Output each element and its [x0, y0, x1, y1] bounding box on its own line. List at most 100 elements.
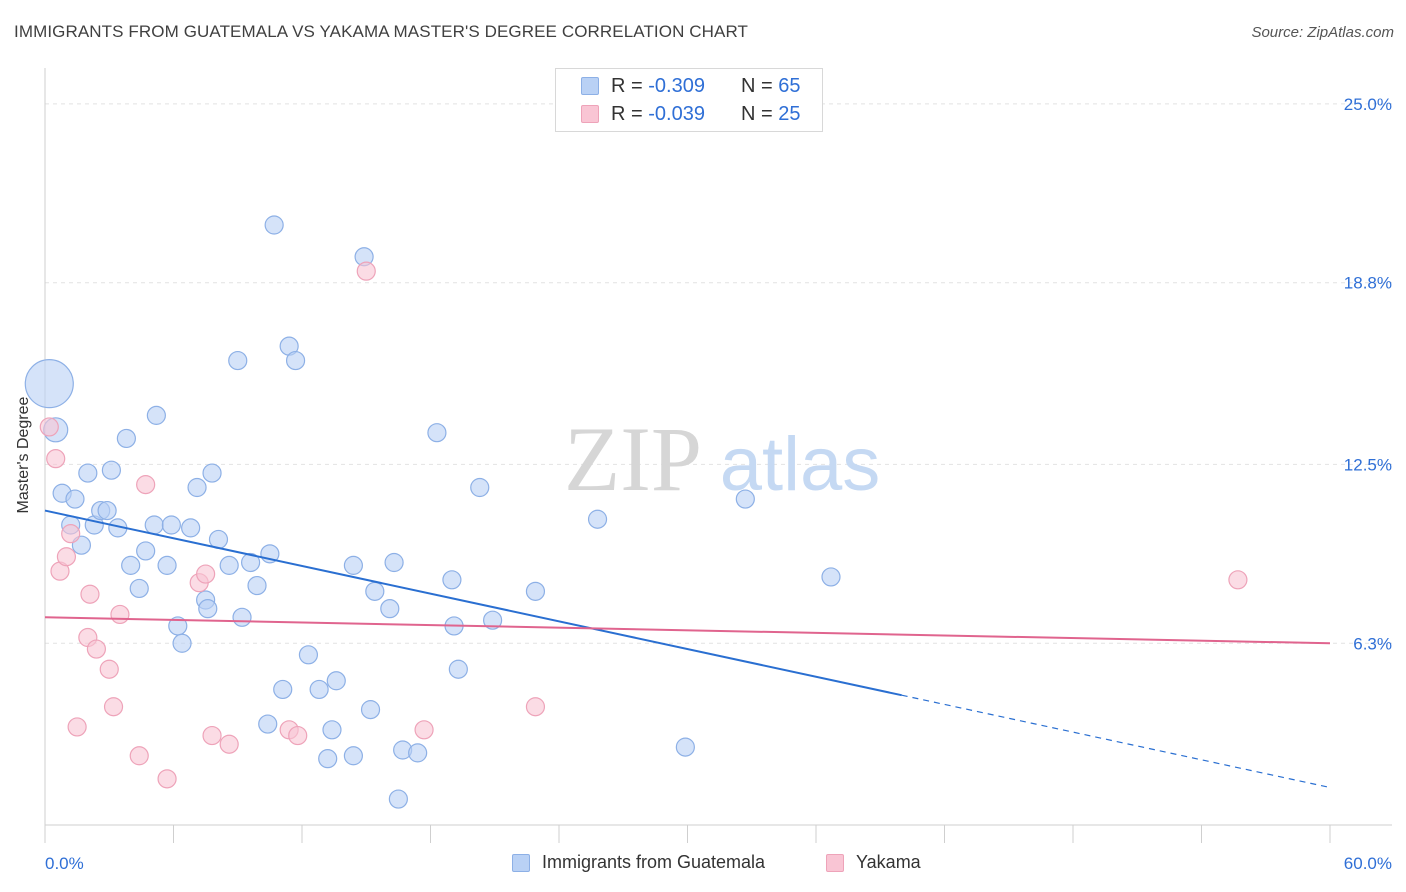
guatemala-trend-line [44, 509, 902, 697]
yakama-point [129, 746, 149, 766]
guatemala-point [24, 359, 74, 409]
x-tick-label: 0.0% [45, 854, 84, 873]
guatemala-point [232, 607, 252, 627]
guatemala-swatch [581, 77, 599, 95]
yakama-point [288, 725, 308, 746]
guatemala-legend-label: Immigrants from Guatemala [542, 852, 766, 872]
guatemala-point [380, 599, 400, 619]
guatemala-point [408, 743, 428, 763]
guatemala-point [483, 610, 503, 630]
guatemala-point [219, 555, 239, 575]
legend-item-yakama[interactable]: Yakama [826, 852, 921, 873]
yakama-point [136, 475, 156, 495]
yakama-point [67, 717, 87, 737]
guatemala-point [318, 749, 338, 769]
yakama-point [196, 564, 216, 584]
guatemala-point [298, 645, 319, 665]
guatemala-point [129, 578, 149, 599]
guatemala-point [587, 509, 608, 529]
guatemala-point [228, 350, 248, 371]
guatemala-point [198, 599, 218, 619]
yakama-point [61, 524, 81, 544]
guatemala-point [161, 515, 181, 535]
yakama-n-stat: N = 25 [741, 102, 801, 125]
guatemala-point [285, 350, 306, 371]
guatemala-point [360, 700, 381, 720]
guatemala-r-stat: R = -0.309 [611, 74, 705, 97]
trend-lines [44, 509, 1331, 789]
guatemala-point [309, 679, 329, 700]
yakama-point [525, 697, 546, 717]
guatemala-point [172, 633, 192, 653]
guatemala-point [675, 737, 695, 757]
yakama-point [86, 639, 107, 659]
guatemala-point [343, 555, 363, 575]
guatemala-point [144, 515, 164, 535]
yakama-point [414, 720, 434, 740]
series-legend: Immigrants from Guatemala Yakama [0, 852, 1406, 878]
guatemala-point [101, 460, 121, 480]
guatemala-point [65, 489, 85, 509]
watermark-zip: ZIP [564, 408, 702, 510]
yakama-swatch [581, 105, 599, 123]
source-credit: Source: ZipAtlas.com [1251, 24, 1394, 41]
guatemala-point [384, 552, 404, 573]
data-points [24, 215, 1248, 809]
grid-lines [45, 103, 1392, 644]
yakama-point [356, 261, 376, 281]
y-tick-label: 12.5% [1344, 455, 1392, 474]
guatemala-trend-extension [901, 694, 1331, 789]
legend-row-yakama: R = -0.039 N = 25 [581, 101, 801, 127]
guatemala-point [821, 567, 841, 587]
yakama-r-stat: R = -0.039 [611, 102, 705, 125]
y-tick-label: 6.3% [1353, 634, 1392, 653]
guatemala-point [525, 581, 546, 601]
chart-title: IMMIGRANTS FROM GUATEMALA VS YAKAMA MAST… [14, 22, 749, 41]
guatemala-point [448, 659, 468, 679]
yakama-trend-line [44, 616, 1331, 645]
yakama-point [219, 734, 239, 754]
guatemala-point [146, 405, 166, 425]
guatemala-point [157, 555, 177, 575]
guatemala-point [187, 477, 207, 498]
guatemala-point [181, 518, 201, 538]
guatemala-point [343, 746, 363, 766]
guatemala-point [365, 581, 385, 601]
guatemala-legend-swatch [512, 853, 530, 872]
guatemala-point [322, 720, 342, 740]
yakama-point [80, 584, 100, 604]
y-tick-label: 18.8% [1344, 274, 1392, 293]
yakama-point [103, 697, 124, 717]
guatemala-n-stat: N = 65 [741, 74, 801, 97]
yakama-point [202, 725, 222, 746]
guatemala-point [427, 423, 447, 443]
y-tick-label: 25.0% [1344, 95, 1392, 114]
x-tick-label: 60.0% [1344, 854, 1392, 873]
guatemala-point [97, 500, 117, 521]
guatemala-point [388, 789, 408, 809]
legend-item-guatemala[interactable]: Immigrants from Guatemala [512, 852, 765, 873]
guatemala-point [121, 555, 141, 575]
guatemala-point [78, 463, 98, 483]
yakama-point [56, 547, 77, 567]
guatemala-point [116, 428, 136, 449]
tick-labels: 6.3% 12.5% 18.8% 25.0% 0.0% 60.0% [45, 95, 1392, 873]
guatemala-point [241, 552, 261, 573]
guatemala-point [442, 570, 462, 590]
yakama-legend-swatch [826, 853, 844, 872]
guatemala-point [273, 679, 293, 700]
correlation-legend: R = -0.309 N = 65 R = -0.039 N = 25 [555, 68, 823, 132]
legend-row-guatemala: R = -0.309 N = 65 [581, 73, 801, 99]
guatemala-point [136, 541, 156, 561]
yakama-point [157, 769, 177, 789]
yakama-point [46, 449, 66, 469]
guatemala-point [202, 463, 222, 483]
guatemala-point [735, 489, 755, 509]
guatemala-point [326, 671, 346, 691]
guatemala-point [470, 477, 490, 498]
yakama-point [110, 604, 130, 625]
yakama-point [1228, 570, 1248, 590]
guatemala-point [247, 575, 267, 596]
watermark: ZIP atlas [564, 408, 880, 510]
